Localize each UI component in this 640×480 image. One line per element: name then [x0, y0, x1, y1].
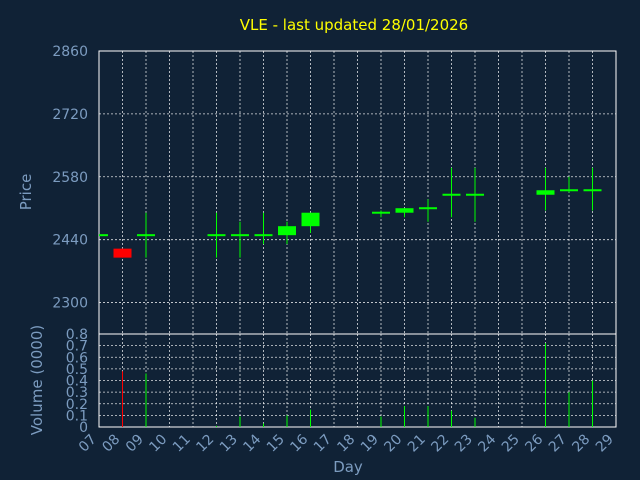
- volume-axis-ticks: 00.10.20.30.40.50.60.70.8: [66, 327, 88, 436]
- day-tick-label: 22: [428, 432, 452, 456]
- volume-tick-label: 0.8: [66, 327, 88, 343]
- candle-body: [231, 234, 249, 237]
- candle-body: [301, 212, 320, 227]
- candle-body: [137, 234, 155, 237]
- day-tick-label: 13: [217, 432, 241, 456]
- day-tick-label: 12: [193, 432, 217, 456]
- price-tick-label: 2440: [52, 233, 88, 249]
- volume-tick-label: 0.1: [66, 408, 88, 424]
- candle-body: [395, 208, 414, 213]
- price-axis-ticks: 2300 2440 2580 2720 2860: [52, 44, 88, 312]
- day-tick-label: 26: [522, 431, 546, 455]
- x-axis-label: Day: [333, 458, 363, 476]
- day-tick-label: 17: [311, 432, 335, 456]
- candle-body: [583, 189, 602, 192]
- day-tick-label: 28: [569, 432, 593, 456]
- day-tick-label: 16: [287, 431, 311, 455]
- day-tick-label: 10: [146, 432, 170, 456]
- day-tick-label: 11: [170, 432, 194, 456]
- day-tick-label: 24: [475, 431, 499, 455]
- price-tick-label: 2580: [52, 170, 88, 186]
- volume-panel: 00.10.20.30.40.50.60.70.8 Volume (0000): [28, 325, 617, 436]
- day-axis-ticks: 07 08 09 10 11 12 13 14 15 16 17 18 19 20 21 22 23 24 25 26…: [76, 431, 617, 455]
- volume-axis-label: Volume (0000): [28, 325, 46, 435]
- day-tick-label: 19: [358, 432, 382, 456]
- candle-body: [419, 207, 437, 210]
- price-axis-label: Price: [17, 174, 35, 211]
- candle-body: [278, 226, 296, 236]
- day-tick-label: 15: [264, 432, 288, 456]
- day-tick-label: 21: [405, 432, 429, 456]
- volume-tick-label: 0.5: [66, 362, 88, 378]
- day-tick-label: 29: [593, 432, 617, 456]
- day-tick-label: 20: [381, 432, 405, 456]
- volume-tick-label: 0.7: [66, 339, 88, 355]
- price-tick-label: 2300: [52, 296, 88, 312]
- candle-body: [536, 190, 555, 195]
- volume-tick-label: 0.2: [66, 397, 88, 413]
- volume-tick-label: 0.3: [66, 385, 88, 401]
- day-tick-label: 14: [240, 431, 264, 455]
- day-tick-label: 23: [452, 432, 476, 456]
- candle-body: [560, 189, 578, 192]
- volume-tick-label: 0: [79, 420, 88, 436]
- chart-title: VLE - last updated 28/01/2026: [240, 16, 468, 34]
- candlestick-series: [99, 167, 602, 258]
- volume-tick-label: 0.6: [66, 350, 88, 366]
- candle-body: [254, 234, 273, 237]
- candle-body: [207, 234, 226, 237]
- price-panel: 2300 2440 2580 2720 2860 Price: [17, 44, 617, 335]
- day-tick-label: 08: [99, 432, 123, 456]
- day-tick-label: 25: [499, 432, 523, 456]
- candle-body: [442, 193, 461, 196]
- price-tick-label: 2720: [52, 107, 88, 123]
- volume-bar-series: [122, 343, 593, 427]
- candle-body: [113, 248, 132, 258]
- volume-gridlines: [99, 334, 616, 427]
- day-tick-label: 27: [546, 432, 570, 456]
- volume-tick-label: 0.4: [66, 374, 88, 390]
- day-tick-label: 09: [123, 432, 147, 456]
- candle-body: [372, 211, 390, 214]
- day-tick-label: 18: [334, 432, 358, 456]
- price-tick-label: 2860: [52, 44, 88, 60]
- candle-body: [466, 193, 484, 196]
- candle-body: [99, 234, 108, 237]
